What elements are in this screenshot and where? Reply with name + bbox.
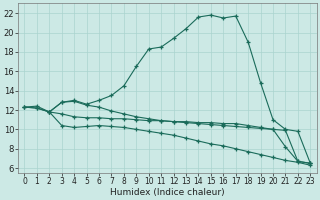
X-axis label: Humidex (Indice chaleur): Humidex (Indice chaleur) — [110, 188, 225, 197]
